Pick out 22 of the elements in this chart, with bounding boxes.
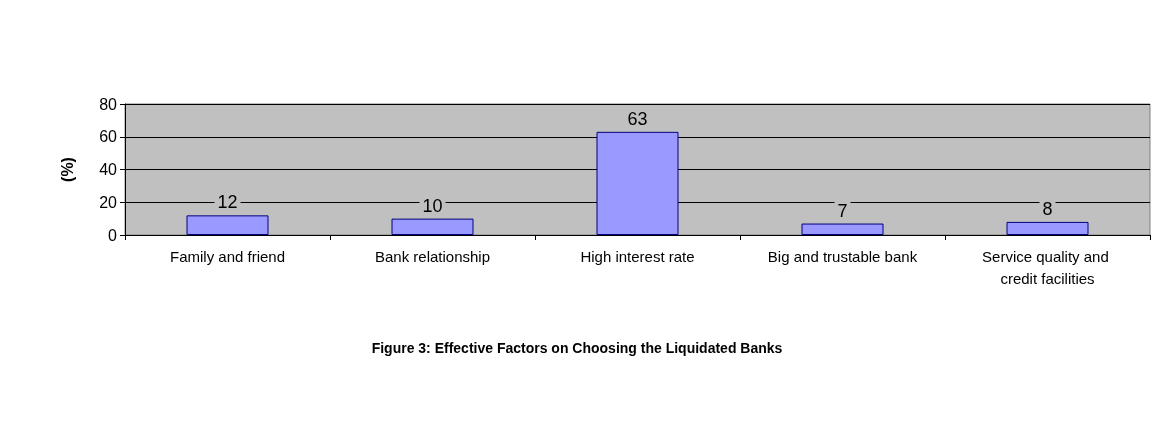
bar [186,215,269,235]
x-tick-label: Service quality and credit facilities [982,247,1113,287]
bar [596,131,679,235]
y-tick-label: 80 [99,95,118,113]
text: Figure 3: Effective Factors on Choosing the Liquidated Banks [371,340,783,356]
x-tick-label: Family and friend [169,247,286,265]
x-tick-label: Bank relationship [374,247,491,265]
y-tick-label: 20 [99,193,118,211]
data-label: 63 [627,108,648,129]
y-tick-label: 60 [99,128,118,146]
data-label: 12 [217,192,238,213]
y-tick-label: 0 [108,226,118,244]
bar [801,223,884,235]
y-tick-label: 40 [99,161,118,178]
data-label: 10 [422,195,443,216]
data-label: 8 [1042,198,1053,219]
bar [391,218,474,235]
x-tick-label: Big and trustable bank [767,247,918,265]
bar [1006,221,1089,235]
x-tick-label: High interest rate [580,247,695,265]
data-label: 7 [837,200,848,221]
y-axis-title: (%) [58,157,76,182]
